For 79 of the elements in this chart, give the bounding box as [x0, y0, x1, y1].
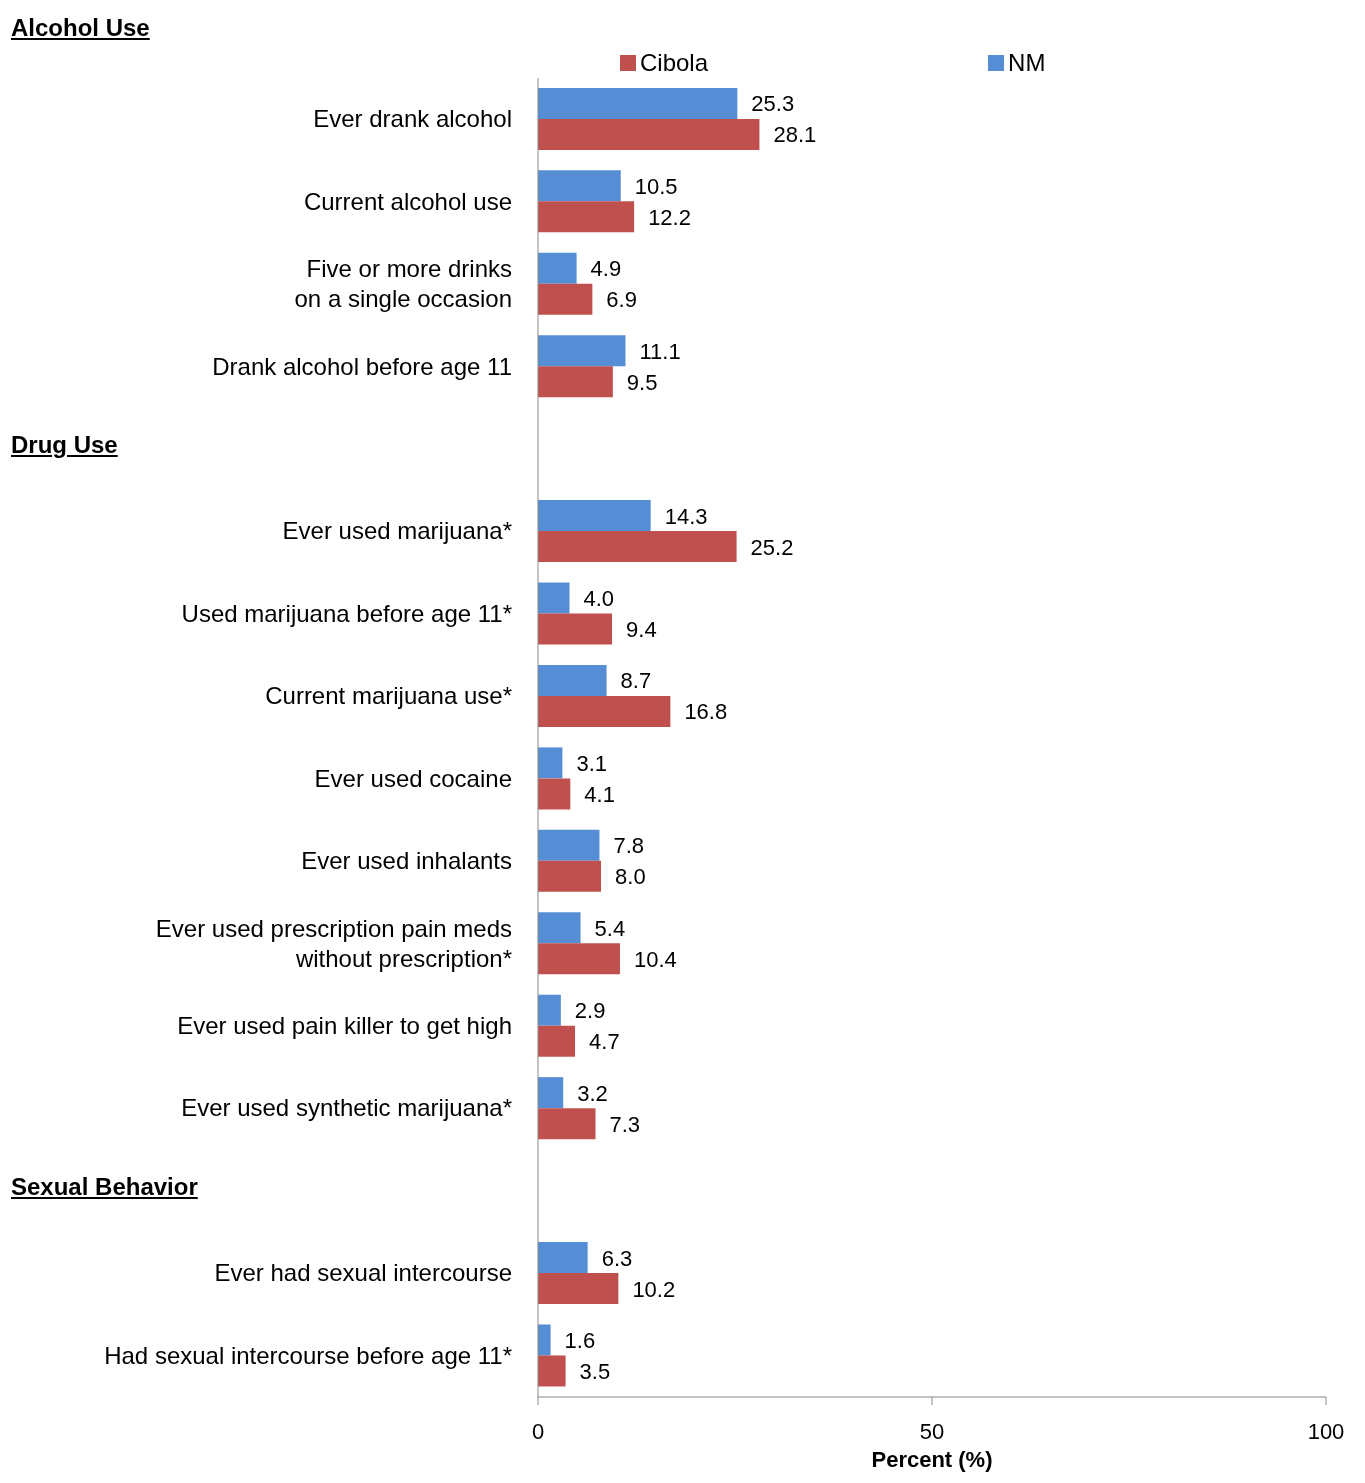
data-label: 1.6: [564, 1327, 596, 1353]
bar: [538, 366, 613, 398]
data-label: 25.3: [751, 91, 795, 117]
y-tick-label: Ever drank alcohol: [313, 105, 512, 133]
data-label: 4.0: [583, 586, 615, 612]
bar: [538, 582, 570, 614]
bar: [538, 778, 571, 810]
y-tick-label: Current marijuana use*: [265, 682, 512, 710]
legend-label: Cibola: [640, 49, 709, 77]
bar: [538, 1108, 596, 1140]
bar: [538, 695, 671, 727]
data-label: 10.4: [633, 946, 677, 972]
bar: [538, 500, 651, 532]
data-label: 14.3: [664, 503, 708, 529]
data-label: 7.8: [613, 833, 645, 859]
data-label: 3.1: [576, 750, 608, 776]
y-tick-label: Used marijuana before age 11*: [181, 599, 512, 627]
y-tick-label: Ever used cocaine: [314, 764, 512, 792]
y-tick-label: Ever used synthetic marijuana*: [181, 1094, 512, 1122]
bar: [538, 1242, 588, 1274]
bar: [538, 531, 737, 563]
x-axis-title: Percent (%): [871, 1447, 993, 1472]
x-tick-label: 0: [531, 1418, 545, 1444]
x-tick-label: 50: [919, 1418, 945, 1444]
data-label: 9.4: [626, 617, 657, 643]
data-label: 3.5: [579, 1358, 611, 1384]
text: Alcohol Use: [11, 14, 150, 42]
data-label: 4.7: [589, 1029, 620, 1055]
data-label: 9.5: [626, 369, 658, 395]
bar: [538, 860, 602, 892]
y-tick-label: Ever used inhalants: [301, 847, 512, 875]
data-label: 25.2: [750, 534, 794, 560]
text: Sexual Behavior: [11, 1172, 198, 1201]
data-label: 3.2: [577, 1080, 608, 1106]
bar: [538, 829, 600, 861]
data-label: 16.8: [684, 699, 728, 725]
bar: [538, 283, 593, 315]
bar: [538, 201, 635, 233]
data-label: 11.1: [639, 338, 681, 364]
data-label: 8.7: [620, 668, 652, 694]
bar: [538, 994, 561, 1026]
data-label: 4.9: [590, 256, 622, 282]
bar: [538, 1273, 619, 1305]
y-tick-label: Had sexual intercourse before age 11*: [104, 1341, 512, 1369]
bar: [538, 170, 621, 202]
bar: [538, 912, 581, 944]
bar: [538, 1324, 551, 1356]
y-tick-label: Ever used prescription pain meds without prescription*: [155, 914, 512, 972]
data-label: 8.0: [615, 864, 646, 890]
y-tick-label: Ever used pain killer to get high: [177, 1012, 512, 1040]
bar: [538, 747, 563, 779]
data-label: 28.1: [773, 122, 817, 148]
data-label: 10.2: [632, 1276, 676, 1302]
data-label: 5.4: [594, 915, 626, 941]
bar: [538, 1077, 564, 1109]
data-label: 10.5: [634, 173, 678, 199]
bar: [538, 252, 577, 284]
bar: [538, 87, 738, 119]
bar: [538, 943, 620, 975]
x-tick-label: 100: [1307, 1418, 1345, 1444]
bar: [538, 613, 613, 645]
bar: [538, 335, 626, 367]
bar: [538, 664, 607, 696]
y-tick-label: Drank alcohol before age 11: [212, 352, 512, 380]
data-label: 7.3: [609, 1111, 641, 1137]
bar: [538, 1355, 566, 1387]
y-tick-label: Ever used marijuana*: [282, 517, 512, 545]
bar: [538, 1025, 576, 1057]
y-tick-label: Current alcohol use: [303, 187, 512, 215]
text: Drug Use: [11, 430, 118, 459]
data-label: 4.1: [584, 781, 615, 807]
data-label: 12.2: [648, 204, 691, 230]
legend-label: NM: [1008, 49, 1046, 77]
data-label: 2.9: [574, 998, 606, 1024]
data-label: 6.9: [606, 287, 637, 313]
y-tick-label: Ever had sexual intercourse: [214, 1259, 512, 1287]
data-label: 6.3: [601, 1245, 633, 1271]
bar: [538, 118, 760, 150]
y-tick-label: Five or more drinks on a single occasion: [294, 255, 512, 313]
